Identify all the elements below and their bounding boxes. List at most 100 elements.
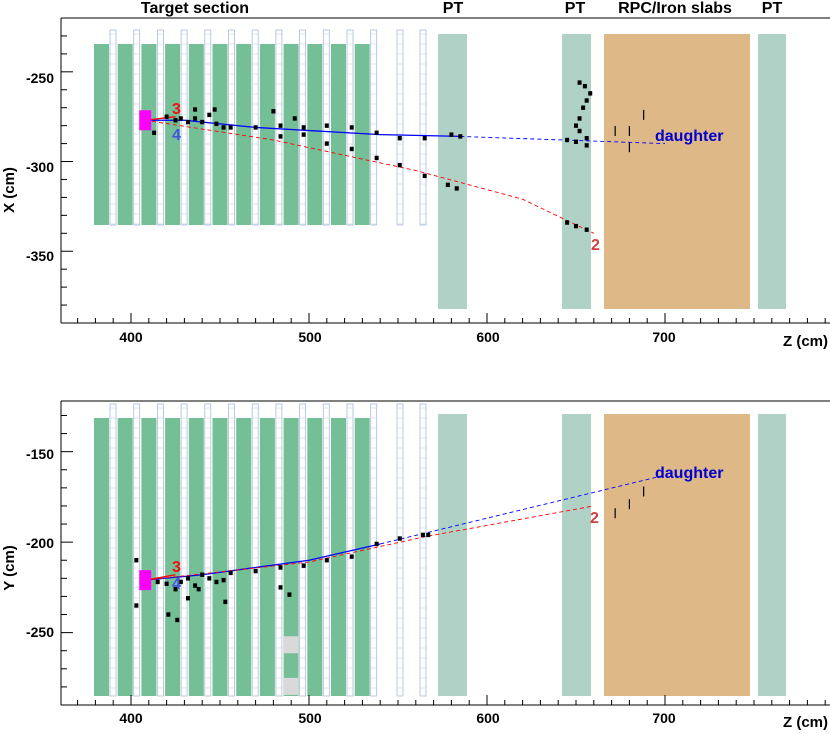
side-target-wall <box>212 418 228 696</box>
side-extra-tracker-plane <box>419 403 427 697</box>
side-target-wall <box>259 418 275 696</box>
side-target-wall <box>117 418 133 696</box>
top-hit <box>584 143 589 148</box>
top-ytick-350: -350 <box>26 248 54 264</box>
side-hit <box>426 532 431 538</box>
side-target-tracker-plane <box>322 403 330 697</box>
top-extra-tracker-plane <box>396 29 404 226</box>
top-hits <box>139 80 645 232</box>
top-view-panel: 400 500 600 700 -250 -300 -350 Z (cm) X … <box>1 17 830 350</box>
side-hit <box>253 568 258 574</box>
top-hit <box>581 105 586 110</box>
side-hit <box>278 585 283 590</box>
top-label-track-2: 2 <box>591 237 600 254</box>
side-target-wall <box>165 418 181 696</box>
top-rpc-iron-block <box>604 34 750 309</box>
top-hit <box>584 227 589 232</box>
top-hit <box>577 80 582 85</box>
top-hit <box>574 123 578 128</box>
side-hit <box>134 558 139 563</box>
top-target-wall <box>188 44 204 225</box>
top-label-daughter: daughter <box>655 128 723 145</box>
top-hit <box>397 162 402 168</box>
side-hit <box>301 563 306 568</box>
side-hit <box>185 576 190 581</box>
side-target-wall <box>354 418 370 696</box>
side-target-wall <box>307 418 323 696</box>
top-ylabel: X (cm) <box>1 167 18 213</box>
side-target-tracker-plane <box>180 403 188 697</box>
top-target-wall <box>141 44 157 225</box>
side-label-track-4: 4 <box>172 576 181 593</box>
side-target-tracker-plane <box>228 403 235 697</box>
side-xtick-600: 600 <box>476 710 500 726</box>
side-ytick-150: -150 <box>26 446 54 462</box>
top-target-tracker-plane <box>133 29 141 226</box>
top-track-labels: 3 4 2 daughter <box>172 101 723 254</box>
top-target-wall <box>165 44 181 225</box>
top-hit <box>458 134 463 139</box>
top-target-tracker-plane <box>370 29 378 226</box>
top-track-4-daughter <box>460 135 666 145</box>
top-target-wall <box>212 44 228 225</box>
top-hit <box>324 141 329 146</box>
top-xtick-400: 400 <box>119 329 143 345</box>
side-xlabel: Z (cm) <box>783 714 828 731</box>
top-target-wall <box>331 44 346 225</box>
side-hit <box>164 581 169 586</box>
top-hit <box>301 125 306 130</box>
top-hit <box>454 186 459 191</box>
top-target-wall <box>94 44 109 225</box>
side-hit <box>420 532 425 538</box>
side-hit <box>166 612 171 617</box>
header-pt-1: PT <box>443 0 464 17</box>
side-pt-station-2 <box>562 414 591 696</box>
side-hit <box>185 596 190 601</box>
side-label-daughter: daughter <box>655 465 723 482</box>
side-hit <box>193 583 198 588</box>
top-label-track-4: 4 <box>172 127 181 144</box>
top-pt-station-2 <box>562 34 591 309</box>
side-target-wall <box>188 418 204 696</box>
top-extra-tracker-plane <box>419 29 427 226</box>
side-target-wall <box>236 418 252 696</box>
side-hit <box>175 617 180 623</box>
header-pt-2: PT <box>565 0 586 17</box>
top-hit <box>301 132 306 137</box>
top-hit <box>193 116 198 121</box>
top-target-wall <box>354 44 370 225</box>
side-target-tracker-plane <box>370 403 378 697</box>
top-xlabel: Z (cm) <box>783 333 828 350</box>
top-hit <box>349 146 354 152</box>
top-hit <box>574 223 578 229</box>
side-target-tracker-plane <box>299 403 307 697</box>
side-hit <box>134 603 139 608</box>
side-label-track-2: 2 <box>590 510 599 527</box>
side-inactive-brick <box>283 636 299 654</box>
top-label-track-3: 3 <box>172 101 181 118</box>
top-target-wall <box>259 44 275 225</box>
side-hit <box>223 599 228 605</box>
top-hit <box>449 132 454 137</box>
side-target-wall <box>94 418 109 696</box>
side-hit <box>349 554 354 559</box>
side-hit <box>173 586 178 592</box>
top-hit <box>292 116 297 121</box>
top-target-tracker-plane <box>180 29 188 226</box>
side-target-tracker-plane <box>156 403 164 697</box>
top-hit <box>574 139 578 144</box>
side-hit <box>221 577 226 583</box>
side-hit <box>374 541 379 547</box>
top-hit <box>152 130 157 136</box>
side-hit <box>287 592 292 597</box>
header-target-section: Target section <box>141 0 249 17</box>
top-hit <box>207 112 212 118</box>
top-hit <box>584 98 589 103</box>
side-track-labels: 3 4 2 daughter <box>172 465 723 593</box>
top-hit <box>565 220 570 225</box>
top-hit <box>271 109 276 114</box>
side-target-tracker-plane <box>251 403 259 697</box>
top-axes: 400 500 600 700 -250 -300 -350 Z (cm) X … <box>1 17 828 350</box>
top-hit <box>278 134 283 139</box>
top-hit <box>200 119 205 125</box>
